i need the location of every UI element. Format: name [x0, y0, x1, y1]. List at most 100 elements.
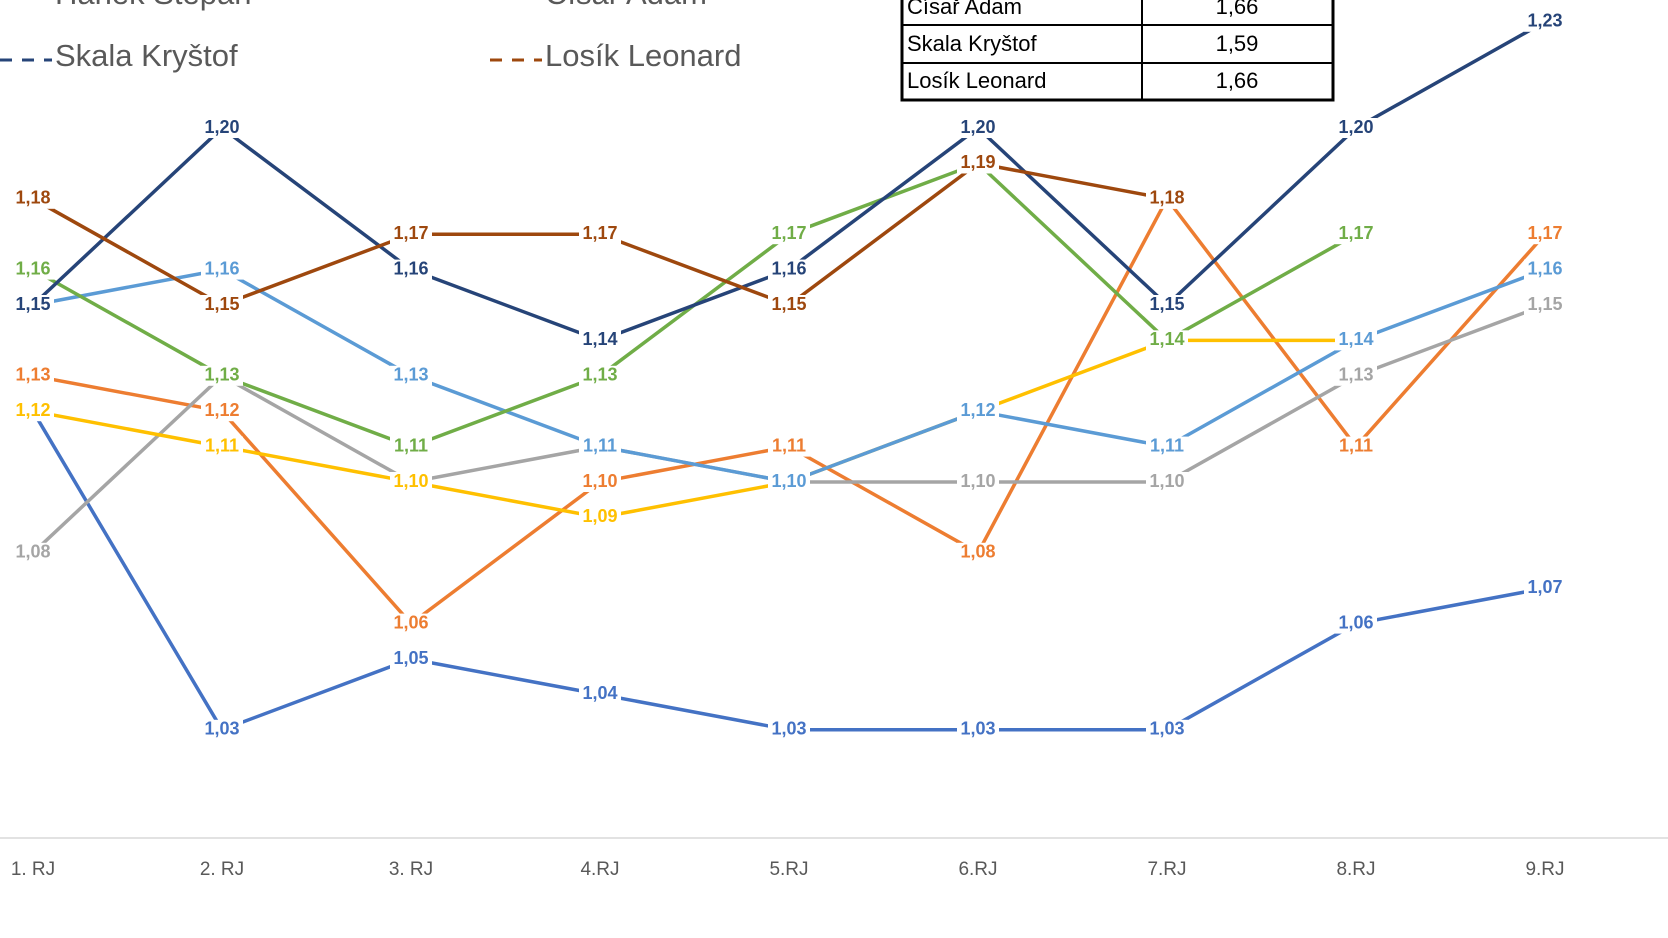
- data-label: 1,13: [582, 365, 617, 385]
- label-bg: [768, 472, 810, 492]
- data-label: 1,10: [771, 471, 806, 491]
- label-bg: [768, 224, 810, 245]
- label-bg: [1335, 118, 1377, 138]
- data-label: 1,09: [582, 506, 617, 526]
- table-cell: Skala Kryštof: [907, 31, 1037, 56]
- label-bg: [201, 436, 243, 457]
- data-label: 1,12: [15, 400, 50, 420]
- data-label: 1,13: [393, 365, 428, 385]
- label-bg: [579, 224, 621, 245]
- label-bg: [957, 719, 999, 740]
- data-label: 1,14: [582, 329, 617, 349]
- label-bg: [1335, 224, 1377, 245]
- data-label: 1,18: [15, 188, 50, 208]
- x-tick-label: 9.RJ: [1525, 859, 1564, 880]
- label-bg: [390, 224, 432, 245]
- data-label: 1,11: [205, 435, 239, 455]
- series-line: [31, 410, 1546, 732]
- legend-label: Losík Leonard: [545, 38, 741, 73]
- data-label: 1,12: [960, 400, 995, 420]
- data-label: 1,11: [772, 435, 806, 455]
- data-label: 1,20: [960, 117, 995, 137]
- data-label: 1,13: [1338, 365, 1373, 385]
- data-label: 1,06: [1338, 612, 1373, 632]
- label-bg: [579, 436, 621, 457]
- data-label: 1,17: [771, 223, 806, 243]
- label-bg: [390, 259, 432, 280]
- label-bg: [957, 401, 999, 422]
- data-label: 1,16: [204, 258, 239, 278]
- data-label: 1,13: [204, 365, 239, 385]
- data-label: 1,15: [204, 294, 239, 314]
- label-bg: [957, 472, 999, 492]
- table-cell: 1,59: [1216, 31, 1259, 56]
- data-label: 1,16: [15, 258, 50, 278]
- label-bg: [201, 719, 243, 740]
- label-bg: [390, 472, 432, 492]
- label-bg: [1146, 188, 1188, 209]
- data-label: 1,06: [393, 612, 428, 632]
- label-bg: [12, 188, 54, 209]
- data-label: 1,18: [1149, 188, 1184, 208]
- label-bg: [390, 436, 432, 457]
- data-label: 1,23: [1527, 11, 1562, 31]
- data-label: 1,19: [960, 152, 995, 172]
- x-tick-label: 6.RJ: [958, 859, 997, 880]
- data-label: 1,15: [1527, 294, 1562, 314]
- x-tick-label: 3. RJ: [389, 859, 433, 880]
- data-label: 1,17: [582, 223, 617, 243]
- data-label: 1,17: [1527, 223, 1562, 243]
- series-line: [32, 338, 1356, 520]
- table-cell: Císař Adam: [907, 0, 1022, 19]
- table-frame: [900, 0, 1335, 102]
- data-label: 1,11: [394, 435, 428, 455]
- summary-table: Císař Adam 1,66 Skala Kryštof 1,59 Losík…: [900, 0, 1335, 102]
- label-bg: [579, 365, 621, 386]
- label-bg: [768, 295, 810, 315]
- data-label: 1,14: [1149, 329, 1184, 349]
- data-label: 1,11: [583, 435, 617, 455]
- label-bg: [957, 118, 999, 138]
- data-label: 1,03: [204, 719, 239, 739]
- data-label: 1,15: [1149, 294, 1184, 314]
- label-bg: [390, 365, 432, 386]
- label-bg: [12, 542, 54, 563]
- label-bg: [12, 295, 54, 315]
- series-line: [31, 303, 1546, 555]
- x-tick-label: 2. RJ: [200, 859, 244, 880]
- label-bg: [768, 259, 810, 280]
- data-label: 1,10: [960, 471, 995, 491]
- label-bg: [201, 259, 243, 280]
- data-label: 1,10: [582, 471, 617, 491]
- label-bg: [1524, 578, 1566, 599]
- data-label: 1,16: [771, 258, 806, 278]
- x-tick-label: 1. RJ: [11, 859, 55, 880]
- data-label: 1,08: [960, 542, 995, 562]
- label-bg: [390, 613, 432, 634]
- data-label: 1,13: [15, 365, 50, 385]
- data-label: 1,15: [15, 294, 50, 314]
- label-bg: [1524, 259, 1566, 280]
- label-bg: [1146, 719, 1188, 740]
- table-cell: 1,66: [1216, 0, 1259, 19]
- label-bg: [12, 365, 54, 386]
- data-label: 1,03: [1149, 719, 1184, 739]
- label-bg: [12, 259, 54, 280]
- x-tick-label: 7.RJ: [1147, 859, 1186, 880]
- label-bg: [579, 684, 621, 705]
- data-label: 1,05: [393, 648, 428, 668]
- data-label: 1,03: [771, 719, 806, 739]
- label-bg: [1524, 295, 1566, 315]
- label-bg: [390, 649, 432, 669]
- data-label: 1,03: [960, 719, 995, 739]
- label-bg: [1524, 11, 1566, 32]
- label-bg: [579, 472, 621, 492]
- label-bg: [1146, 472, 1188, 492]
- label-bg: [957, 542, 999, 563]
- label-bg: [12, 401, 54, 422]
- label-bg: [1335, 436, 1377, 457]
- table-cell: Losík Leonard: [907, 68, 1046, 93]
- label-bg: [1146, 330, 1188, 351]
- data-label: 1,16: [1527, 258, 1562, 278]
- label-bg: [1146, 436, 1188, 457]
